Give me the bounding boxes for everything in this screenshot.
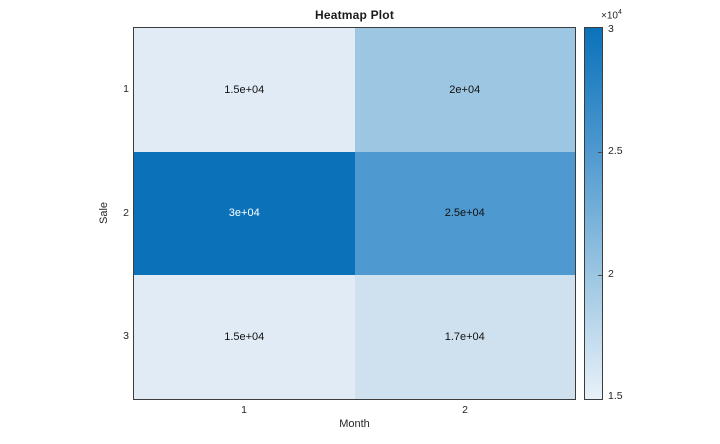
cell-value-label: 2.5e+04 xyxy=(444,207,485,220)
colorbar-exponent-label: ×104 xyxy=(601,9,622,21)
colorbar-multiplier: ×10 xyxy=(601,10,618,22)
cell-value-label: 3e+04 xyxy=(228,207,260,220)
heatmap-cell: 3e+04 xyxy=(134,151,355,276)
colorbar-tick-label: 2 xyxy=(608,268,614,280)
y-tick-label-2: 2 xyxy=(123,207,129,219)
colorbar-exponent-value: 4 xyxy=(617,9,622,16)
colorbar-tick-mark xyxy=(598,275,602,276)
colorbar-tick-label: 3 xyxy=(608,23,614,35)
heatmap-cell: 2.5e+04 xyxy=(354,151,575,276)
chart-title: Heatmap Plot xyxy=(314,8,395,22)
colorbar xyxy=(584,27,603,400)
x-tick-label-1: 1 xyxy=(241,404,247,416)
cell-value-label: 2e+04 xyxy=(449,83,481,96)
x-tick-label-2: 2 xyxy=(462,404,468,416)
heatmap-cell: 1.5e+04 xyxy=(134,28,355,152)
x-axis-label: Month xyxy=(339,418,370,430)
heatmap-cell: 2e+04 xyxy=(354,28,575,152)
colorbar-tick-label: 1.5 xyxy=(608,390,623,402)
colorbar-tick-label: 2.5 xyxy=(608,145,623,157)
cell-value-label: 1.7e+04 xyxy=(444,331,485,344)
heatmap-grid: 1.5e+04 2e+04 3e+04 2.5e+04 1.5e+04 1.7e+04 xyxy=(133,27,576,400)
heatmap-cell: 1.5e+04 xyxy=(134,275,355,399)
cell-value-label: 1.5e+04 xyxy=(224,331,265,344)
y-axis-label: Sale xyxy=(98,201,110,225)
heatmap-cell: 1.7e+04 xyxy=(354,275,575,399)
colorbar-tick-mark xyxy=(598,152,602,153)
y-tick-label-1: 1 xyxy=(123,83,129,95)
cell-value-label: 1.5e+04 xyxy=(224,83,265,96)
y-tick-label-3: 3 xyxy=(123,330,129,342)
